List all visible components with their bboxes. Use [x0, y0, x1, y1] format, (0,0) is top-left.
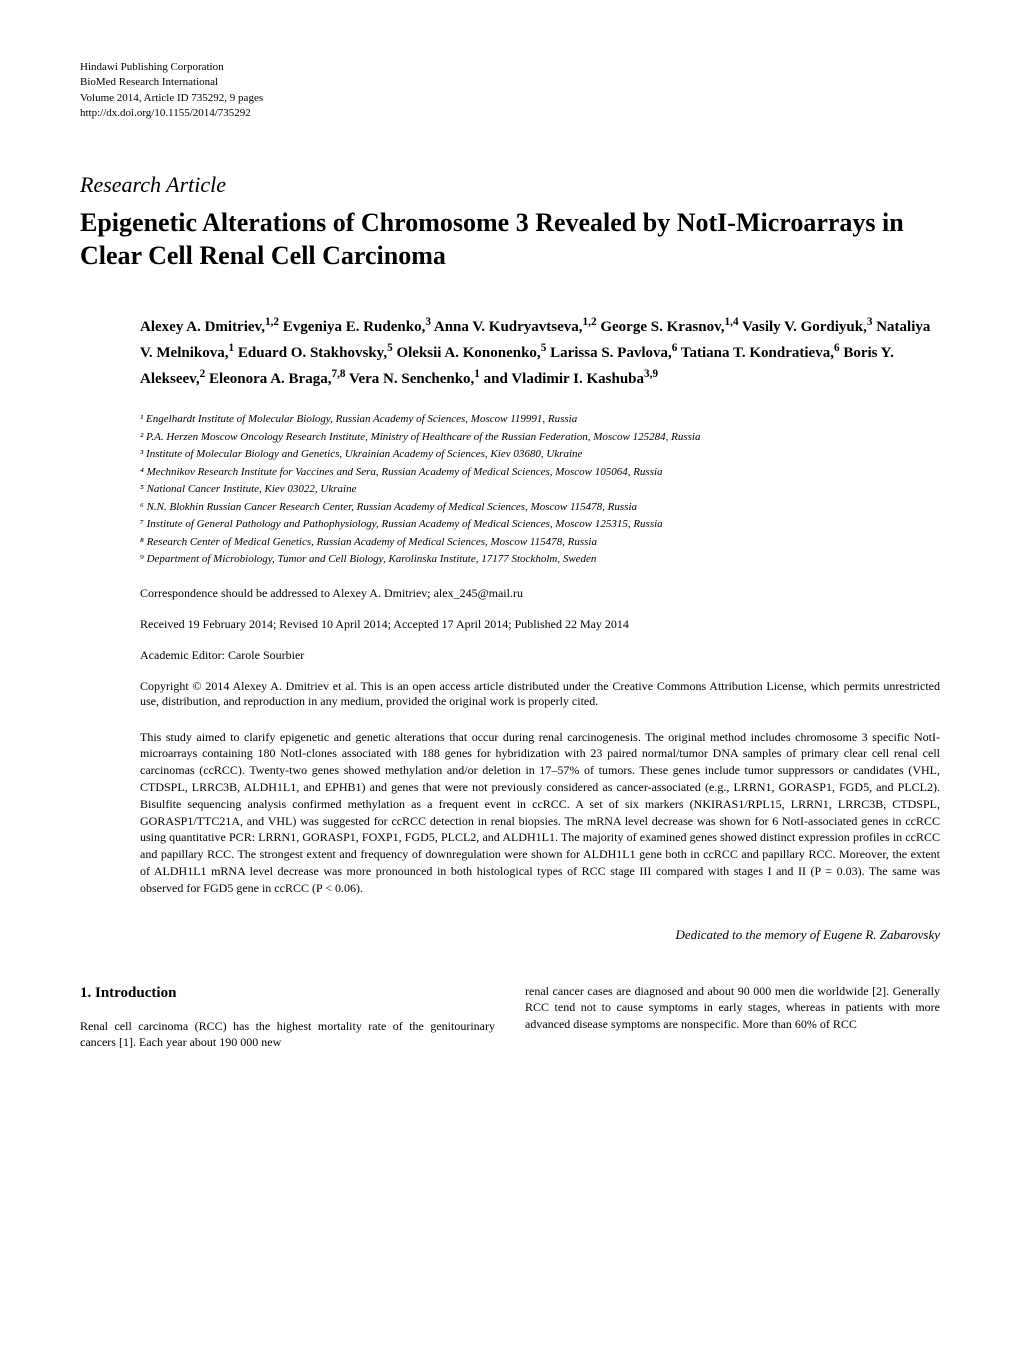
- affiliation-item: ⁶ N.N. Blokhin Russian Cancer Research C…: [140, 499, 940, 516]
- body-text: Renal cell carcinoma (RCC) has the highe…: [80, 1018, 495, 1052]
- affiliation-item: ¹ Engelhardt Institute of Molecular Biol…: [140, 411, 940, 428]
- article-type: Research Article: [80, 172, 940, 198]
- affiliations-list: ¹ Engelhardt Institute of Molecular Biol…: [140, 411, 940, 568]
- section-heading: 1. Introduction: [80, 983, 495, 1004]
- publisher-line: Hindawi Publishing Corporation: [80, 60, 940, 75]
- volume-line: Volume 2014, Article ID 735292, 9 pages: [80, 91, 940, 106]
- affiliation-item: ⁵ National Cancer Institute, Kiev 03022,…: [140, 481, 940, 498]
- correspondence: Correspondence should be addressed to Al…: [140, 586, 940, 601]
- doi-line: http://dx.doi.org/10.1155/2014/735292: [80, 106, 940, 121]
- affiliation-item: ² P.A. Herzen Moscow Oncology Research I…: [140, 429, 940, 446]
- right-column: renal cancer cases are diagnosed and abo…: [525, 983, 940, 1052]
- abstract: This study aimed to clarify epigenetic a…: [140, 729, 940, 897]
- body-text: renal cancer cases are diagnosed and abo…: [525, 983, 940, 1033]
- journal-line: BioMed Research International: [80, 75, 940, 90]
- affiliation-item: ⁸ Research Center of Medical Genetics, R…: [140, 534, 940, 551]
- authors-list: Alexey A. Dmitriev,1,2 Evgeniya E. Ruden…: [140, 313, 940, 391]
- affiliation-item: ⁹ Department of Microbiology, Tumor and …: [140, 551, 940, 568]
- academic-editor: Academic Editor: Carole Sourbier: [140, 648, 940, 663]
- dedication: Dedicated to the memory of Eugene R. Zab…: [80, 927, 940, 943]
- publication-info: Hindawi Publishing Corporation BioMed Re…: [80, 60, 940, 122]
- copyright-notice: Copyright © 2014 Alexey A. Dmitriev et a…: [140, 679, 940, 709]
- body-columns: 1. Introduction Renal cell carcinoma (RC…: [80, 983, 940, 1052]
- left-column: 1. Introduction Renal cell carcinoma (RC…: [80, 983, 495, 1052]
- article-dates: Received 19 February 2014; Revised 10 Ap…: [140, 617, 940, 632]
- affiliation-item: ⁷ Institute of General Pathology and Pat…: [140, 516, 940, 533]
- affiliation-item: ³ Institute of Molecular Biology and Gen…: [140, 446, 940, 463]
- affiliation-item: ⁴ Mechnikov Research Institute for Vacci…: [140, 464, 940, 481]
- article-title: Epigenetic Alterations of Chromosome 3 R…: [80, 206, 940, 274]
